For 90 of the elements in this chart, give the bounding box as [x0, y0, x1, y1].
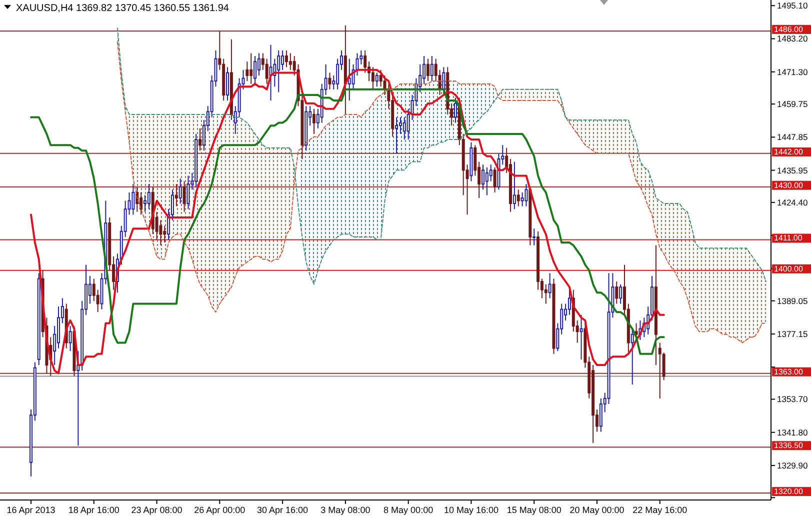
candlestick: [619, 284, 622, 304]
y-tick-label: 1353.70: [777, 394, 808, 404]
ref-line-label: 1486.00: [774, 24, 804, 34]
ref-line-label: 1320.00: [774, 487, 804, 496]
y-tick-label: 1447.85: [777, 132, 808, 142]
candlestick: [198, 128, 202, 152]
candlestick: [281, 50, 284, 70]
y-tick-label: 1459.75: [777, 99, 808, 110]
candlestick: [364, 50, 367, 74]
x-tick-label: 30 Apr 16:00: [257, 505, 308, 515]
candlestick: [568, 289, 571, 316]
y-tick-label: 1389.05: [777, 296, 808, 306]
candlestick: [489, 164, 492, 182]
candlestick: [265, 58, 268, 84]
x-tick-label: 10 May 16:00: [444, 505, 498, 515]
candlestick: [520, 192, 524, 207]
y-tick-label: 1471.30: [777, 66, 808, 77]
candlestick: [250, 52, 253, 84]
candlestick: [426, 58, 430, 82]
candlestick: [174, 184, 178, 207]
candlestick: [348, 58, 351, 102]
ref-line-label: 1430.00: [774, 180, 804, 190]
candlestick: [284, 50, 288, 68]
candlestick: [615, 280, 618, 304]
candlestick: [532, 228, 536, 246]
ref-line-label: 1363.00: [774, 367, 804, 376]
candlestick: [580, 314, 583, 360]
candlestick: [375, 72, 378, 88]
x-tick-label: 22 May 16:00: [632, 505, 688, 515]
y-tick-label: 1495.10: [777, 0, 808, 11]
candlestick: [147, 184, 150, 210]
x-tick-label: 20 May 00:00: [570, 505, 624, 515]
candlestick: [186, 175, 190, 210]
x-tick-label: 18 Apr 16:00: [68, 505, 120, 515]
candlestick: [226, 66, 230, 102]
ref-line-label: 1336.50: [774, 441, 804, 450]
candlestick: [182, 180, 186, 212]
y-tick-label: 1329.90: [777, 460, 808, 470]
y-tick-label: 1424.40: [777, 197, 808, 208]
ref-line-label: 1400.00: [774, 264, 804, 274]
y-tick-label: 1377.15: [777, 328, 808, 339]
candlestick: [277, 50, 280, 93]
candlestick: [406, 108, 410, 140]
candlestick: [336, 58, 340, 90]
candlestick: [512, 161, 516, 210]
candlestick: [454, 97, 457, 124]
x-tick-label: 26 Apr 00:00: [194, 505, 246, 515]
candlestick: [662, 352, 666, 381]
ref-line-label: 1442.00: [774, 147, 804, 156]
candlestick: [658, 342, 662, 399]
candlestick: [395, 116, 398, 154]
candlestick: [328, 72, 332, 90]
candlestick: [485, 166, 488, 196]
candlestick: [599, 398, 602, 432]
candlestick: [288, 52, 292, 70]
candlestick: [430, 56, 434, 82]
candlestick: [143, 194, 146, 212]
candlestick: [132, 184, 135, 216]
candlestick: [630, 328, 634, 385]
candlestick: [524, 184, 528, 207]
candlestick: [68, 326, 72, 352]
candlestick: [163, 225, 166, 244]
chart-title: XAUUSD,H4 1369.82 1370.45 1360.55 1361.94: [16, 3, 230, 14]
line-series: [116, 28, 766, 285]
candlestick: [371, 66, 374, 90]
x-tick-label: 8 May 00:00: [384, 505, 434, 515]
candlestick: [548, 272, 552, 299]
candlestick: [178, 178, 182, 204]
ref-line-label: 1411.00: [774, 234, 803, 243]
candlestick: [402, 116, 406, 140]
candlestick: [257, 52, 260, 76]
y-tick-label: 1435.95: [777, 165, 808, 176]
candlestick: [254, 56, 257, 84]
candlestick: [516, 189, 520, 207]
candlestick: [246, 61, 249, 82]
candlestick: [422, 56, 426, 84]
x-tick-label: 3 May 08:00: [320, 505, 370, 515]
y-tick-label: 1341.80: [777, 427, 808, 438]
candlestick: [312, 108, 316, 134]
candlestick: [493, 166, 496, 193]
x-tick-label: 23 Apr 08:00: [131, 505, 182, 515]
candlestick: [442, 66, 446, 96]
x-tick-label: 15 May 08:00: [506, 505, 562, 515]
candlestick: [140, 192, 143, 216]
candlestick: [92, 278, 96, 302]
candlestick: [398, 116, 402, 134]
y-tick-label: 1483.20: [777, 34, 808, 44]
candlestick: [482, 164, 485, 190]
x-tick-label: 16 Apr 2013: [6, 505, 56, 515]
candlestick: [544, 284, 548, 304]
